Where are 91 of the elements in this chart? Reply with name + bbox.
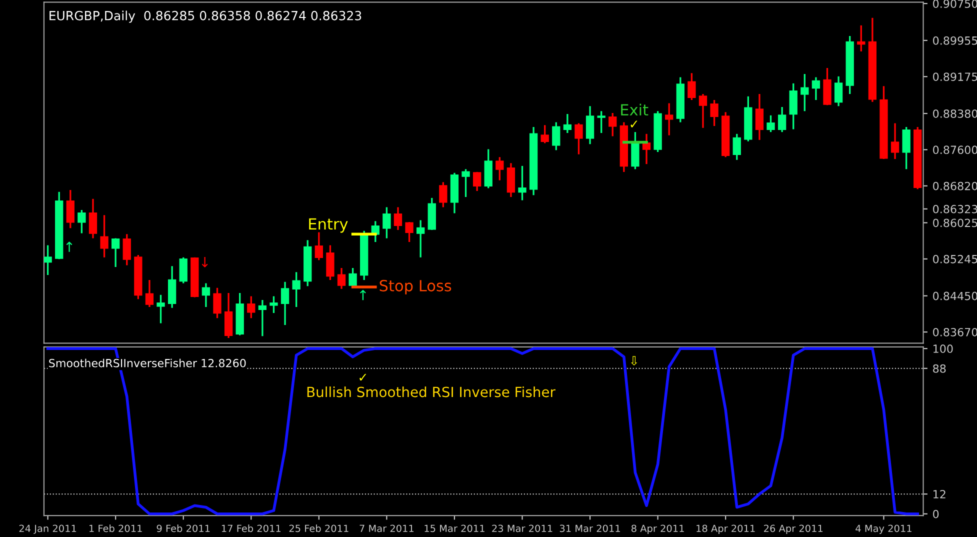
x-tick-label: 9 Feb 2011 — [156, 524, 210, 532]
candlestick — [168, 265, 176, 309]
candlestick — [202, 282, 210, 308]
candlestick — [66, 189, 74, 229]
x-tick-label: 8 Apr 2011 — [632, 524, 684, 534]
text: EURGBP,Daily 0.86285 0.86358 0.86274 0.86323 — [50, 10, 362, 23]
candlestick — [100, 214, 108, 258]
x-tick-label: 23 Mar 2011 — [492, 524, 552, 532]
x-tick-label: 17 Feb 2011 — [222, 524, 280, 532]
candlestick — [213, 287, 222, 319]
annotation: ✓ — [360, 374, 366, 381]
candlestick — [156, 294, 165, 324]
candlestick — [179, 256, 188, 284]
x-tick-label: 25 Feb 2011 — [289, 524, 348, 532]
candlestick — [382, 206, 391, 240]
x-tick-label: 24 Jan 2011 — [19, 524, 76, 534]
y-tick-label: 0.89175 — [933, 72, 977, 81]
y-tick-label: 0.86323 — [933, 204, 977, 214]
candlestick — [552, 121, 560, 151]
candlestick — [688, 72, 696, 101]
candlestick — [642, 133, 651, 165]
candlestick — [394, 206, 402, 231]
candlestick — [326, 244, 334, 281]
candlestick — [145, 279, 154, 308]
candlestick — [112, 237, 120, 268]
x-tick-label: 1 Feb 2011 — [89, 524, 142, 532]
candlestick — [890, 122, 900, 160]
candlestick — [732, 133, 741, 161]
annotation: ↓ — [202, 257, 208, 268]
candlestick — [631, 131, 640, 170]
candlestick — [665, 102, 674, 136]
candlestick — [766, 114, 775, 133]
candlestick — [314, 231, 323, 261]
candlestick — [270, 295, 278, 314]
annotation: Entry — [309, 218, 348, 233]
x-tick-label: 26 Apr 2011 — [764, 524, 823, 534]
candlestick — [608, 112, 617, 138]
candlestick — [789, 82, 798, 130]
annotation: ✓ — [630, 120, 638, 128]
candlestick — [258, 299, 267, 338]
candlestick — [88, 198, 98, 240]
candlestick — [506, 162, 516, 198]
candlestick — [247, 295, 256, 319]
x-tick-label: 7 Mar 2011 — [360, 524, 414, 532]
annotation: ↑ — [66, 242, 72, 252]
candlestick — [292, 271, 300, 308]
candlestick — [472, 171, 482, 192]
candlestick — [812, 76, 820, 101]
annotation: Bullish Smoothed RSI Inverse Fisher — [307, 386, 556, 398]
x-tick-label: 4 May 2011 — [856, 524, 912, 534]
y-tick-label: 100 — [934, 344, 953, 353]
annotation: ⇩ — [630, 356, 638, 366]
y-tick-label: 0 — [933, 510, 939, 518]
annotation: Exit — [621, 104, 648, 116]
candlestick — [574, 122, 583, 156]
candlestick — [122, 233, 131, 266]
candlestick — [834, 76, 843, 107]
y-tick-label: 0.89955 — [933, 36, 977, 45]
text: SmoothedRSIInverseFisher 12.8260 — [49, 358, 246, 368]
x-tick-label: 18 Apr 2011 — [696, 524, 755, 534]
candlestick — [416, 219, 425, 258]
candlestick — [224, 292, 233, 339]
candlestick — [857, 24, 866, 52]
candlestick — [902, 126, 910, 170]
y-tick-label: 0.85245 — [933, 254, 977, 264]
candlestick — [462, 168, 470, 198]
candlestick — [755, 93, 764, 141]
candlestick — [337, 267, 346, 290]
candlestick — [586, 105, 594, 145]
candlestick — [698, 93, 708, 129]
x-tick-label: 31 Mar 2011 — [560, 524, 620, 532]
candlestick — [778, 106, 786, 133]
candlestick — [518, 165, 526, 202]
candlestick — [563, 113, 572, 134]
candlestick — [800, 73, 809, 112]
candlestick — [439, 181, 448, 208]
candlestick — [540, 124, 549, 144]
candlestick — [597, 110, 606, 134]
y-tick-label: 12 — [934, 490, 946, 498]
candlestick — [280, 281, 290, 326]
candlestick — [44, 244, 52, 276]
candlestick — [405, 221, 414, 243]
candlestick — [710, 99, 718, 127]
y-tick-label: 0.86025 — [933, 218, 977, 228]
annotation: Stop Loss — [380, 280, 452, 294]
annotation: ↑ — [360, 290, 366, 300]
candlestick — [78, 209, 86, 234]
line-series — [46, 347, 920, 516]
x-tick-label: 15 Mar 2011 — [424, 524, 484, 532]
y-tick-label: 88 — [933, 364, 946, 373]
candlestick — [496, 156, 504, 182]
